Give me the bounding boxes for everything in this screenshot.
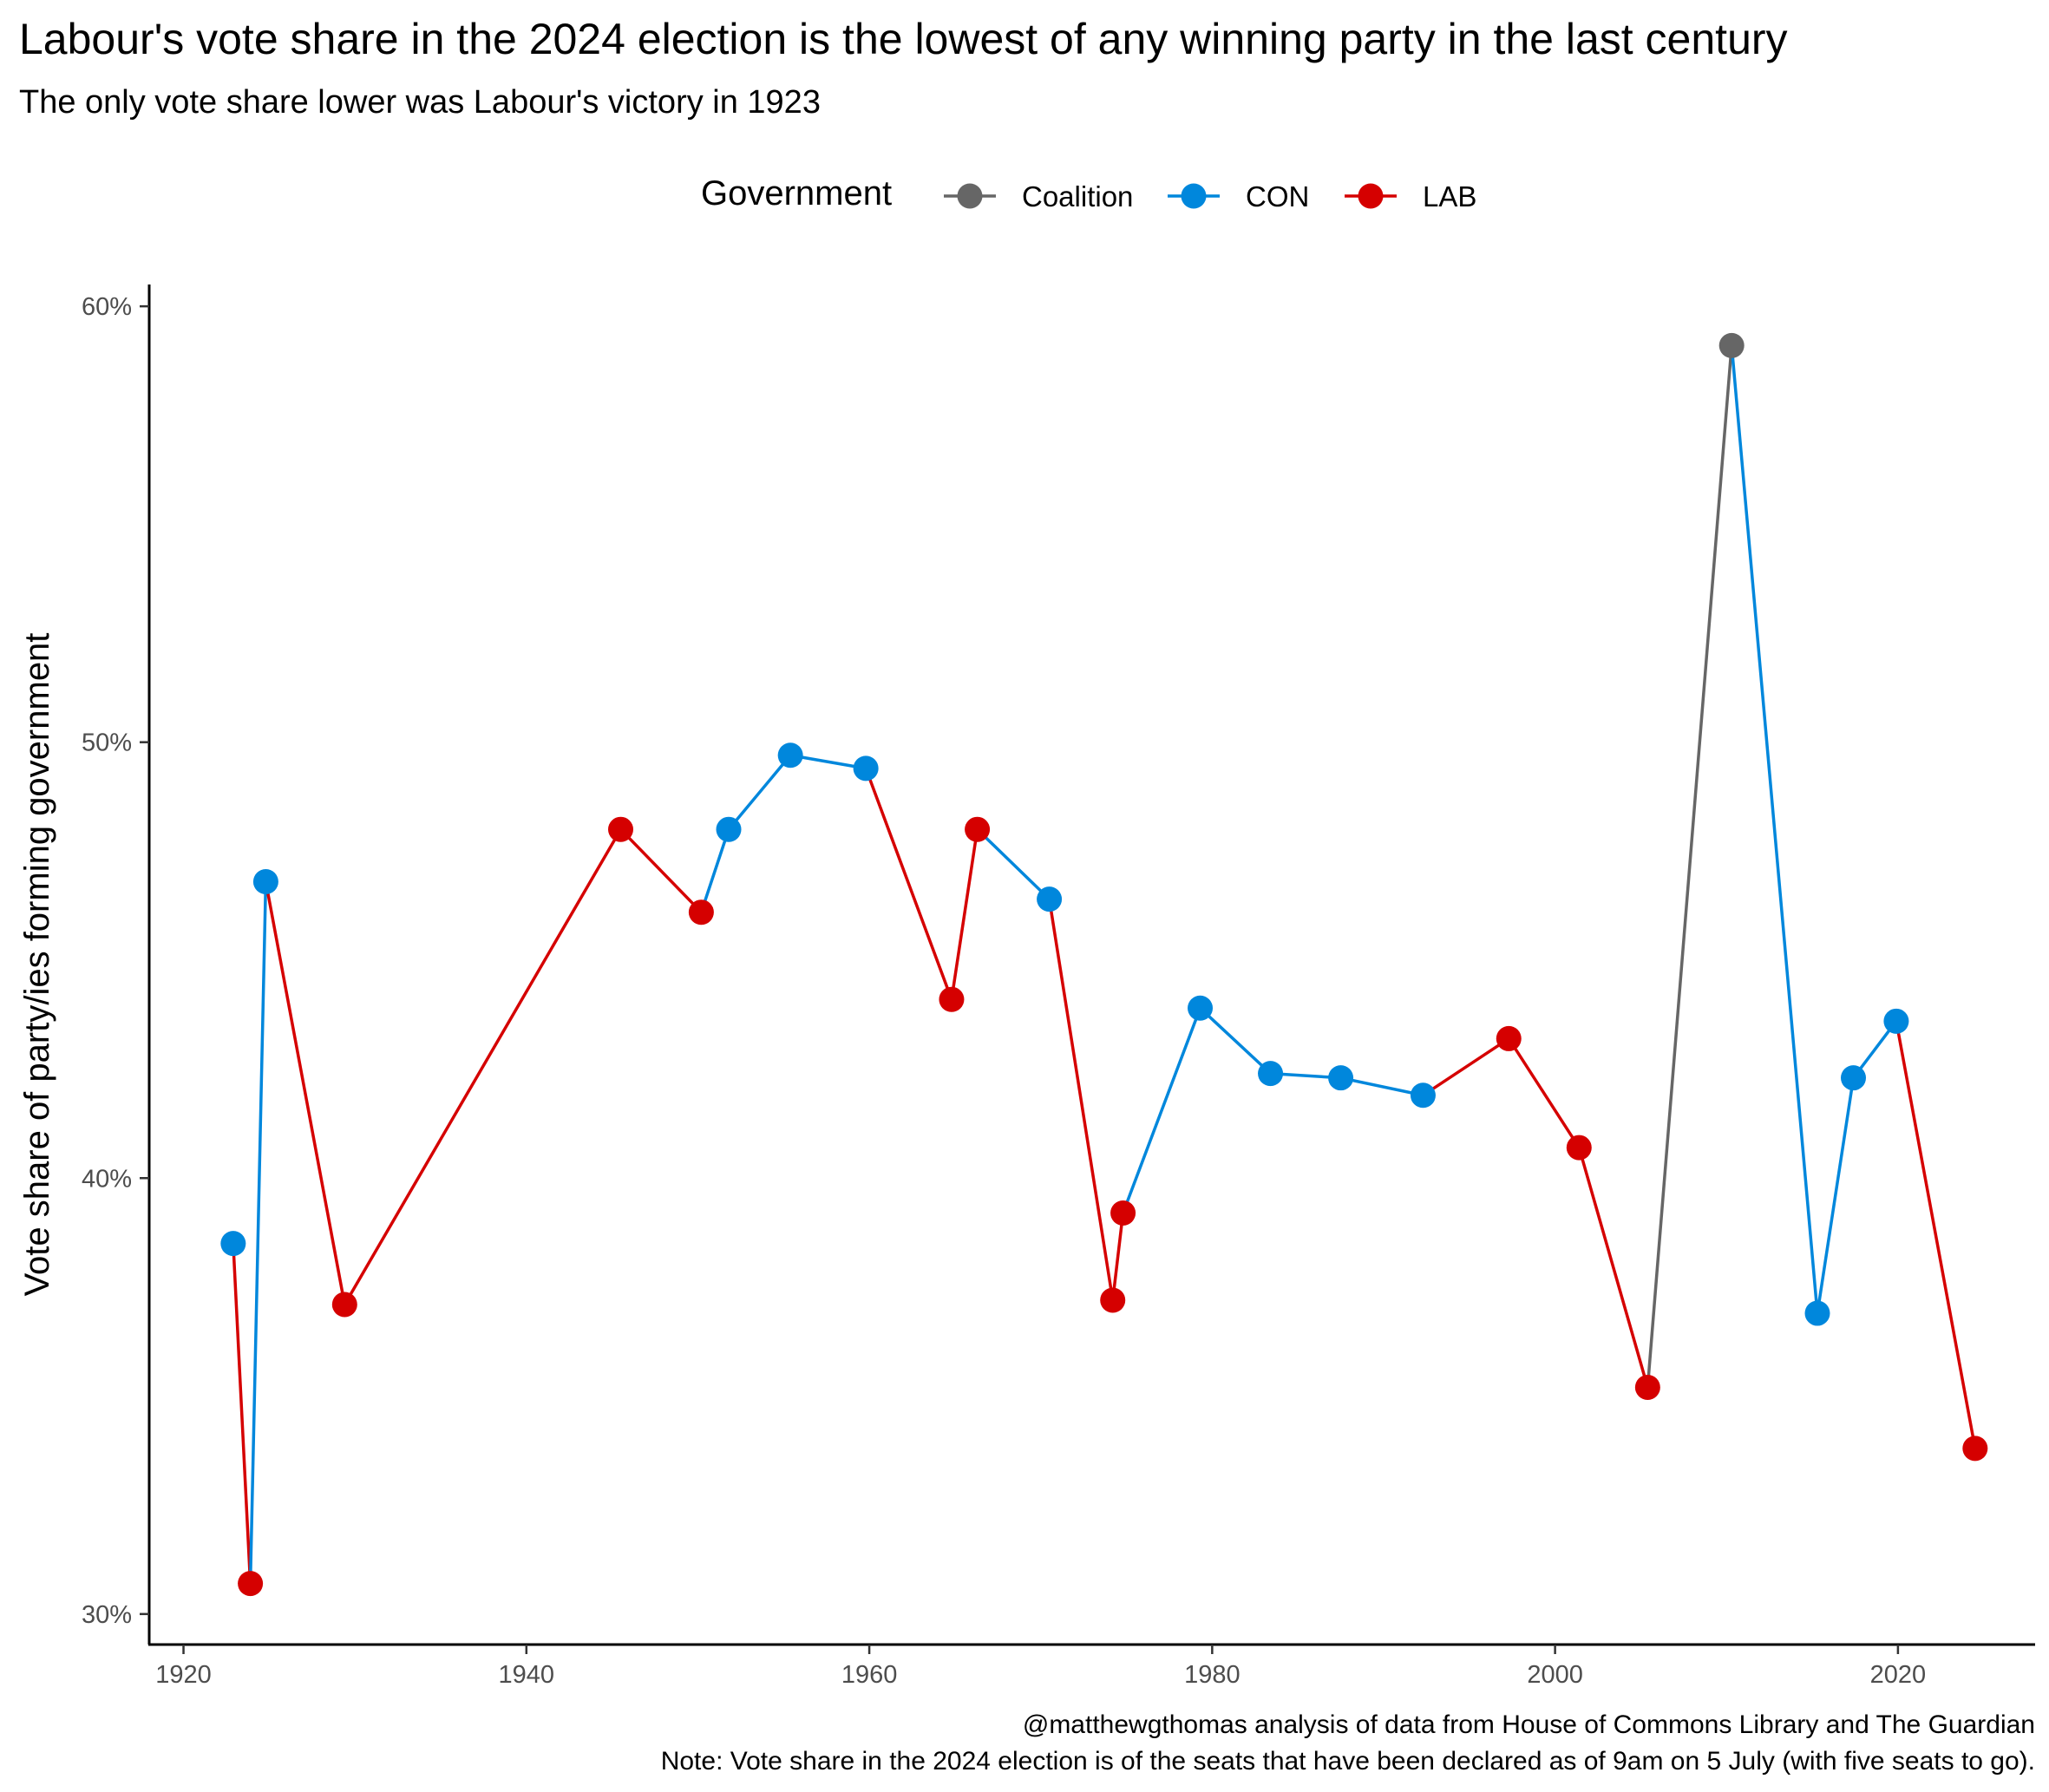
data-point-con (853, 755, 879, 782)
legend-label-coalition: Coalition (1022, 180, 1133, 213)
line-segment-con (1339, 1076, 1425, 1097)
caption-note: Note: Vote share in the 2024 election is… (661, 1747, 2035, 1776)
data-point-con (1883, 1008, 1909, 1034)
x-tick-label: 2020 (1870, 1661, 1927, 1689)
data-point-con (1328, 1065, 1354, 1091)
line-segment-lab (1577, 1146, 1650, 1390)
data-point-con (220, 1231, 246, 1257)
data-point-con (716, 816, 742, 842)
line-segment-lab (619, 827, 704, 914)
data-point-lab (1100, 1287, 1126, 1313)
series-points (220, 332, 1988, 1597)
line-segment-con (975, 827, 1051, 901)
x-tick-label: 2000 (1527, 1661, 1583, 1689)
legend-key-point (957, 183, 983, 209)
data-point-con (1258, 1061, 1284, 1087)
caption-source: @matthewgthomas analysis of data from Ho… (1023, 1710, 2035, 1739)
y-axis-title: Vote share of party/ies forming governme… (18, 633, 56, 1297)
data-point-con (1804, 1300, 1830, 1326)
data-point-lab (1962, 1436, 1988, 1462)
legend-title: Government (701, 174, 892, 213)
line-segment-lab (1047, 897, 1115, 1302)
data-point-con (1037, 886, 1063, 912)
x-tick-label: 1940 (499, 1661, 555, 1689)
line-segment-lab (1507, 1037, 1581, 1149)
legend-key-point (1181, 183, 1207, 209)
x-tick-label: 1980 (1184, 1661, 1241, 1689)
line-segment-lab (343, 827, 623, 1306)
chart-subtitle: The only vote share lower was Labour's v… (19, 84, 821, 121)
data-point-coalition (1718, 332, 1745, 358)
data-point-con (777, 742, 803, 768)
line-segment-lab (864, 767, 953, 1001)
y-tick-label: 50% (82, 729, 132, 757)
data-point-lab (238, 1571, 264, 1597)
series-lines (232, 343, 1977, 1586)
data-point-lab (1110, 1200, 1136, 1226)
data-point-lab (331, 1292, 357, 1318)
line-segment-con (1121, 1006, 1202, 1215)
data-point-lab (939, 986, 965, 1012)
data-point-con (252, 869, 278, 895)
line-segment-lab (232, 1241, 252, 1586)
line-segment-lab (264, 880, 347, 1306)
line-segment-con (1816, 1076, 1856, 1315)
data-point-lab (1566, 1135, 1592, 1161)
line-segment-lab (1421, 1037, 1511, 1097)
data-point-con (1410, 1082, 1436, 1109)
chart-title: Labour's vote share in the 2024 election… (19, 15, 1788, 63)
line-segment-con (1730, 343, 1819, 1315)
x-tick-label: 1960 (841, 1661, 898, 1689)
line-segment-con (248, 880, 268, 1586)
legend-label-lab: LAB (1423, 180, 1476, 213)
data-point-lab (688, 899, 714, 925)
line-segment-con (727, 754, 792, 831)
line-segment-coalition (1646, 343, 1733, 1390)
data-point-con (1841, 1065, 1867, 1091)
y-ticks: 30% 40% 50% 60% (82, 293, 149, 1629)
legend-label-con: CON (1246, 180, 1309, 213)
y-tick-label: 30% (82, 1601, 132, 1629)
line-segment-con (1198, 1006, 1273, 1076)
data-point-con (1188, 995, 1214, 1021)
data-point-lab (1634, 1374, 1660, 1400)
data-point-lab (965, 816, 991, 842)
axes (147, 284, 2035, 1646)
legend: Government Coalition CON LAB (701, 174, 1476, 213)
x-tick-label: 1920 (155, 1661, 212, 1689)
y-tick-label: 60% (82, 293, 132, 321)
line-segment-lab (1110, 1211, 1125, 1302)
line-segment-lab (950, 827, 979, 1001)
legend-key-point (1358, 183, 1384, 209)
data-point-lab (1496, 1025, 1522, 1051)
data-point-lab (608, 816, 633, 842)
line-segment-con (789, 754, 867, 770)
line-segment-con (699, 827, 730, 914)
x-ticks: 1920 1940 1960 1980 2000 2020 (155, 1645, 1926, 1689)
line-segment-lab (1895, 1019, 1977, 1450)
y-tick-label: 40% (82, 1165, 132, 1193)
